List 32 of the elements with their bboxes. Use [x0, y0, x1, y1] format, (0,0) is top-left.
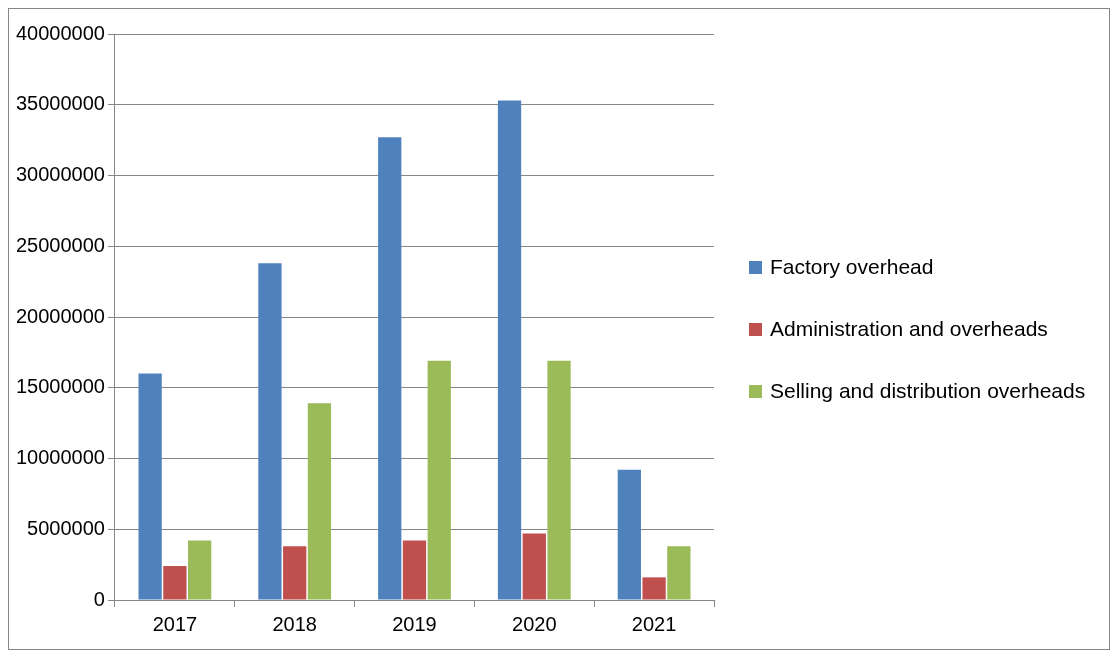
bar — [497, 100, 522, 600]
bar — [547, 360, 571, 600]
legend-label: Selling and distribution overheads — [770, 378, 1086, 404]
bar — [283, 546, 307, 600]
x-tick-label: 2020 — [512, 612, 557, 635]
x-tick-label: 2018 — [272, 612, 317, 635]
bar — [258, 263, 282, 600]
bar — [522, 533, 546, 600]
y-tick-label: 40000000 — [16, 21, 105, 44]
y-tick-label: 5000000 — [27, 516, 105, 539]
y-tick-label: 35000000 — [16, 92, 105, 115]
bar — [617, 469, 641, 600]
bar — [163, 566, 187, 600]
y-tick-label: 20000000 — [16, 304, 105, 327]
y-tick-label: 30000000 — [16, 163, 105, 186]
bar — [667, 546, 691, 600]
x-tick-label: 2017 — [152, 612, 198, 635]
bar — [642, 577, 666, 600]
x-tick-label: 2021 — [631, 612, 677, 635]
y-tick-label: 25000000 — [16, 233, 105, 256]
y-tick-label: 0 — [93, 587, 105, 610]
y-tick-label: 10000000 — [16, 446, 105, 469]
bar — [402, 540, 427, 600]
legend-label: Administration and overheads — [770, 316, 1048, 342]
bar — [138, 373, 162, 600]
bar — [188, 540, 212, 600]
x-tick-label: 2019 — [392, 612, 437, 635]
bar — [378, 137, 402, 600]
bar — [427, 360, 451, 600]
bar — [307, 403, 332, 600]
legend-label: Factory overhead — [770, 254, 934, 280]
y-tick-label: 15000000 — [16, 375, 105, 398]
